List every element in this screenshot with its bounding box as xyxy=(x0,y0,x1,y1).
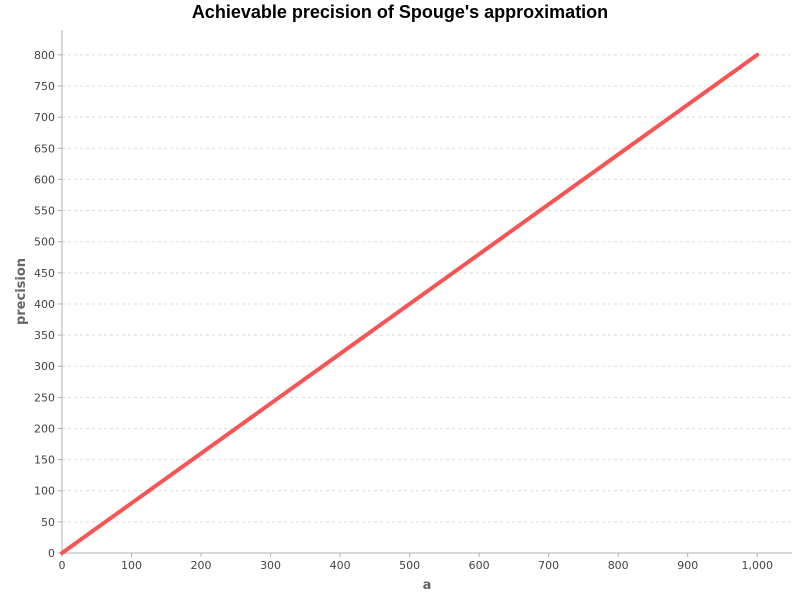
y-tick-label: 350 xyxy=(34,329,55,342)
y-axis-label: precision xyxy=(14,258,29,325)
x-tick-label: 700 xyxy=(538,559,559,572)
y-tick-label: 600 xyxy=(34,173,55,186)
x-ticks: 0 100 200 300 400 500 600 700 800 900 1,000 xyxy=(59,553,773,572)
grid xyxy=(62,54,792,523)
y-tick-label: 750 xyxy=(34,80,55,93)
y-ticks: 0 50 100 150 200 250 300 350 400 450 500 550 600 650 7… xyxy=(34,49,62,560)
y-tick-label: 450 xyxy=(34,267,55,280)
y-tick-label: 500 xyxy=(34,236,55,249)
chart-title: Achievable precision of Spouge's approxi… xyxy=(191,2,609,22)
x-tick-label: 300 xyxy=(260,559,281,572)
y-tick-label: 650 xyxy=(34,142,55,155)
x-tick-label: 800 xyxy=(608,559,629,572)
x-tick-label: 900 xyxy=(677,559,698,572)
x-tick-label: 0 xyxy=(59,559,66,572)
y-tick-label: 550 xyxy=(34,205,55,218)
y-tick-label: 0 xyxy=(48,547,55,560)
series xyxy=(60,52,760,555)
y-tick-label: 150 xyxy=(34,454,55,467)
x-tick-label: 100 xyxy=(121,559,142,572)
x-tick-label: 400 xyxy=(330,559,351,572)
series-line xyxy=(60,52,760,555)
y-tick-label: 250 xyxy=(34,391,55,404)
y-tick-label: 700 xyxy=(34,111,55,124)
y-tick-label: 300 xyxy=(34,360,55,373)
y-tick-label: 50 xyxy=(41,516,55,529)
y-tick-label: 100 xyxy=(34,485,55,498)
y-tick-label: 800 xyxy=(34,49,55,62)
y-tick-label: 200 xyxy=(34,422,55,435)
x-tick-label: 600 xyxy=(469,559,490,572)
y-tick-label: 400 xyxy=(34,298,55,311)
x-tick-label: 200 xyxy=(191,559,212,572)
x-tick-label: 500 xyxy=(399,559,420,572)
x-tick-label: 1,000 xyxy=(741,559,773,572)
x-axis-label: a xyxy=(423,578,432,593)
